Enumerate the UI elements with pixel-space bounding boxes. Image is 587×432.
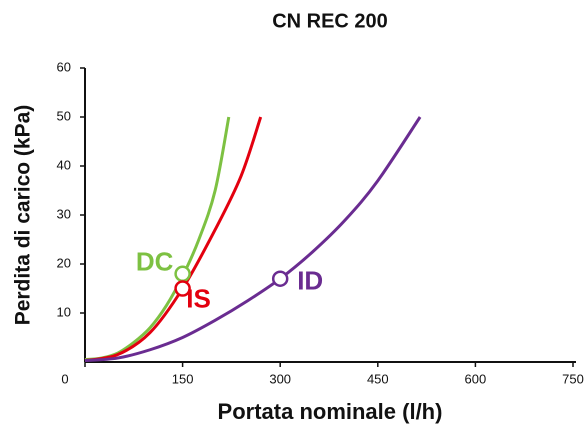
series-label: ID bbox=[297, 266, 323, 296]
y-tick-label: 30 bbox=[57, 206, 71, 221]
x-tick-label: 150 bbox=[172, 371, 194, 386]
y-axis-label: Perdita di carico (kPa) bbox=[12, 105, 35, 326]
line bbox=[84, 116, 263, 363]
chart-title: CN REC 200 bbox=[272, 10, 388, 32]
y-tick-label: 40 bbox=[57, 157, 71, 172]
x-tick-label: 0 bbox=[61, 371, 68, 386]
point-marker bbox=[174, 280, 191, 297]
y-tick-label: 50 bbox=[57, 108, 71, 123]
point-marker bbox=[271, 270, 289, 287]
series-label: IS bbox=[186, 283, 211, 313]
point-marker bbox=[174, 265, 191, 283]
x-tick-label: 750 bbox=[562, 371, 584, 386]
line bbox=[84, 116, 422, 363]
x-tick-label: 600 bbox=[465, 371, 487, 386]
y-tick-label: 60 bbox=[57, 59, 71, 74]
y-tick-label: 20 bbox=[57, 255, 71, 270]
x-tick-label: 300 bbox=[269, 371, 291, 386]
x-tick-label: 450 bbox=[367, 371, 389, 386]
series-label: DC bbox=[136, 247, 174, 277]
y-tick-label: 10 bbox=[57, 304, 71, 319]
x-axis-label: Portata nominale (l/h) bbox=[218, 399, 443, 424]
